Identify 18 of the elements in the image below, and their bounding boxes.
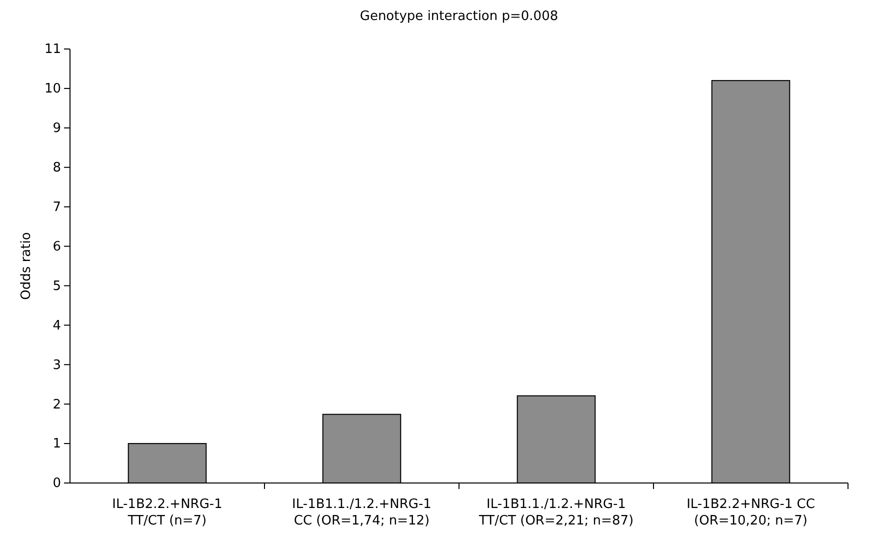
y-tick-label: 5 [52,278,61,294]
chart-title: Genotype interaction p=0.008 [360,9,558,24]
y-tick-label: 9 [52,121,61,136]
y-tick-label: 6 [52,239,61,254]
y-tick-label: 11 [44,42,61,58]
y-tick-label: 7 [52,200,61,215]
x-tick-label: IL-1B1.1./1.2.+NRG-1 TT/CT (OR=2,21; n=87) [478,497,634,528]
x-tick-label: IL-1B1.1./1.2.+NRG-1 CC (OR=1,74; n=12) [292,497,432,528]
x-tick-label: IL-1B2.2+NRG-1 CC (OR=10,20; n=7) [686,497,815,528]
y-tick-label: 4 [52,318,61,334]
y-tick-label: 3 [52,358,61,373]
y-tick-label: 0 [52,476,61,492]
x-tick-label: IL-1B2.2.+NRG-1 TT/CT (n=7) [112,497,222,528]
y-tick-label: 2 [52,397,61,412]
y-tick-label: 8 [52,160,61,176]
y-tick-label: 1 [52,436,61,452]
y-tick-label: 10 [44,82,61,97]
y-axis-title: Odds ratio [19,232,34,300]
